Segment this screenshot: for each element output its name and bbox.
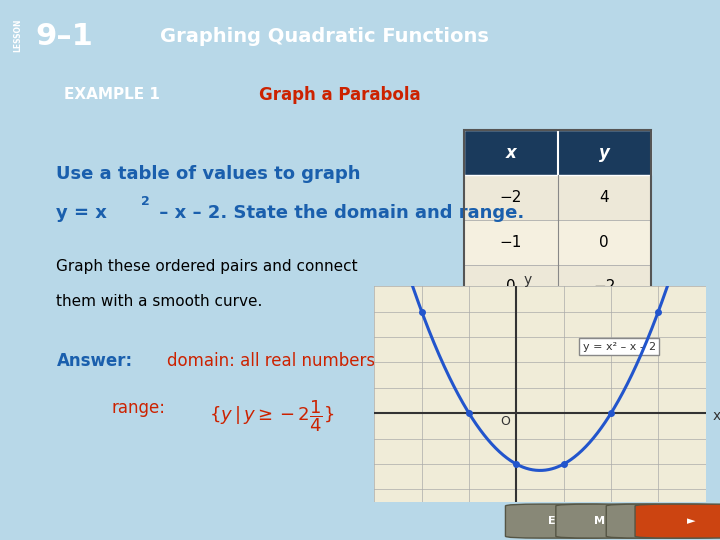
Text: 1: 1 <box>506 324 516 339</box>
FancyBboxPatch shape <box>464 399 651 443</box>
Text: EXAMPLE 1: EXAMPLE 1 <box>64 87 160 102</box>
FancyBboxPatch shape <box>464 131 651 175</box>
Text: ◄: ◄ <box>658 516 667 526</box>
FancyBboxPatch shape <box>464 309 651 354</box>
Text: Graphing Quadratic Functions: Graphing Quadratic Functions <box>160 27 488 46</box>
Text: 4: 4 <box>600 190 609 205</box>
Text: LESSON: LESSON <box>14 18 22 52</box>
Text: x: x <box>713 409 720 423</box>
Text: −2: −2 <box>593 280 616 294</box>
Text: 9–1: 9–1 <box>36 22 94 51</box>
Text: y = x: y = x <box>56 204 107 222</box>
Text: EXIT: EXIT <box>548 516 575 526</box>
Text: −2: −2 <box>500 190 522 205</box>
Text: Graph a Parabola: Graph a Parabola <box>259 85 420 104</box>
Text: y: y <box>599 144 610 162</box>
Text: range:: range: <box>112 399 166 417</box>
Text: x: x <box>505 144 516 162</box>
Text: y = x² – x – 2: y = x² – x – 2 <box>582 342 656 352</box>
Text: −1: −1 <box>500 235 522 249</box>
Text: 4: 4 <box>600 414 609 429</box>
FancyBboxPatch shape <box>464 265 651 309</box>
Text: 3: 3 <box>506 414 516 429</box>
FancyBboxPatch shape <box>505 504 617 538</box>
FancyBboxPatch shape <box>635 504 720 538</box>
Text: 0: 0 <box>600 369 609 384</box>
Text: – x – 2. State the domain and range.: – x – 2. State the domain and range. <box>153 204 524 222</box>
FancyBboxPatch shape <box>556 504 667 538</box>
FancyBboxPatch shape <box>606 504 718 538</box>
Text: O: O <box>500 415 510 428</box>
FancyBboxPatch shape <box>464 175 651 220</box>
Text: 2: 2 <box>506 369 516 384</box>
Text: ►: ► <box>687 516 696 526</box>
Text: Use a table of values to graph: Use a table of values to graph <box>56 165 361 184</box>
FancyBboxPatch shape <box>464 220 651 265</box>
Text: Answer:: Answer: <box>56 352 132 370</box>
Text: 0: 0 <box>506 280 516 294</box>
Text: 2: 2 <box>141 194 150 207</box>
Text: y: y <box>523 273 531 287</box>
Text: MENU: MENU <box>593 516 631 526</box>
Text: domain: all real numbers;: domain: all real numbers; <box>167 352 381 370</box>
Text: Graph these ordered pairs and connect: Graph these ordered pairs and connect <box>56 259 358 274</box>
FancyBboxPatch shape <box>464 354 651 399</box>
Text: $\{y\,|\,y \geq -2\dfrac{1}{4}\}$: $\{y\,|\,y \geq -2\dfrac{1}{4}\}$ <box>209 399 333 434</box>
Text: −2: −2 <box>593 324 616 339</box>
Text: 0: 0 <box>600 235 609 249</box>
Text: them with a smooth curve.: them with a smooth curve. <box>56 294 263 309</box>
